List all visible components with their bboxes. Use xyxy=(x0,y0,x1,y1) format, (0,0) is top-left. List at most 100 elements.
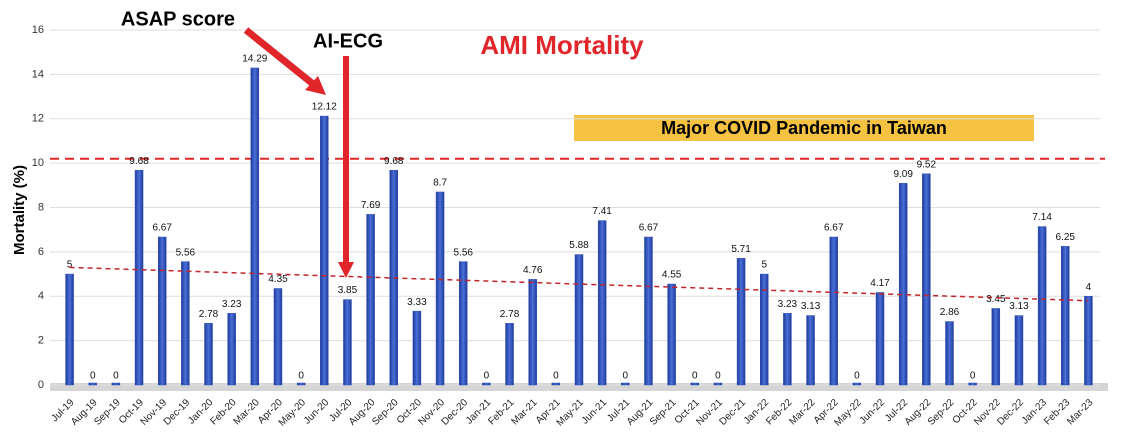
value-label: 9.68 xyxy=(129,156,149,167)
value-label: 8.7 xyxy=(433,178,447,189)
bar xyxy=(273,288,283,386)
value-label: 9.68 xyxy=(384,156,404,167)
value-label: 5.56 xyxy=(453,247,473,258)
annotation: ASAP score xyxy=(121,8,235,30)
value-label: 3.23 xyxy=(778,299,798,310)
bar xyxy=(713,382,723,386)
value-label: 5 xyxy=(67,260,73,271)
arrow-head xyxy=(338,262,354,278)
x-tick-label: Mar-22 xyxy=(787,397,817,427)
value-label: 0 xyxy=(113,371,119,382)
bar xyxy=(829,236,838,386)
bar xyxy=(366,214,375,386)
trend-line xyxy=(69,266,1089,302)
x-tick-label: Sep-21 xyxy=(648,397,679,428)
value-label: 4.35 xyxy=(268,274,288,285)
annotation-box xyxy=(574,115,1034,141)
y-tick-label: 0 xyxy=(38,379,44,391)
floor xyxy=(50,383,1108,391)
bar xyxy=(296,382,306,386)
value-label: 6.67 xyxy=(639,223,659,234)
value-label: 2.78 xyxy=(199,309,219,320)
x-tick-label: Sep-22 xyxy=(926,397,957,428)
bar xyxy=(65,273,74,386)
bar xyxy=(783,313,792,386)
bar xyxy=(922,173,931,386)
bar xyxy=(875,292,885,386)
bar xyxy=(181,261,190,386)
value-label: 0 xyxy=(692,371,698,382)
value-label: 9.09 xyxy=(893,169,913,180)
value-label: 3.23 xyxy=(222,299,242,310)
bar xyxy=(852,382,862,386)
value-label: 2.86 xyxy=(940,307,960,318)
value-label: 4 xyxy=(1086,282,1092,293)
bar xyxy=(736,258,746,386)
value-label: 4.76 xyxy=(523,265,543,276)
value-label: 6.25 xyxy=(1056,232,1076,243)
bar xyxy=(1037,226,1047,386)
value-label: 0 xyxy=(90,371,96,382)
bar xyxy=(227,313,236,386)
bar xyxy=(320,115,329,386)
value-label: 0 xyxy=(854,371,860,382)
value-label: 4.17 xyxy=(870,278,890,289)
value-label: 0 xyxy=(484,371,490,382)
bar xyxy=(991,308,1001,386)
bar xyxy=(343,299,352,386)
bar xyxy=(621,382,630,386)
bar xyxy=(505,323,514,386)
bar xyxy=(667,283,676,386)
bar xyxy=(458,261,468,386)
bar xyxy=(574,254,584,386)
x-tick-label: Dec-22 xyxy=(995,397,1026,428)
bar xyxy=(111,382,121,386)
bar xyxy=(482,382,491,386)
y-tick-label: 2 xyxy=(38,335,44,347)
bar xyxy=(597,220,607,386)
x-tick-label: Dec-19 xyxy=(162,397,193,428)
bar xyxy=(1084,296,1093,386)
arrow-head xyxy=(305,76,326,95)
bar xyxy=(134,169,144,386)
annotation: AI-ECG xyxy=(313,30,383,52)
chart-title: AMI Mortality xyxy=(480,30,644,60)
value-label: 7.41 xyxy=(592,206,612,217)
x-tick-label: Jun-22 xyxy=(858,397,888,427)
value-label: 5.71 xyxy=(731,244,751,255)
bar xyxy=(898,183,908,386)
bar xyxy=(551,382,561,386)
bar xyxy=(250,67,260,386)
value-label: 5 xyxy=(761,260,767,271)
x-tick-label: Dec-21 xyxy=(717,397,748,428)
bar xyxy=(644,236,653,386)
x-tick-label: Dec-20 xyxy=(440,397,471,428)
bar xyxy=(204,323,213,386)
value-label: 2.78 xyxy=(500,309,520,320)
x-tick-label: Mar-21 xyxy=(509,397,539,427)
bar xyxy=(1014,315,1024,386)
value-label: 9.52 xyxy=(917,159,937,170)
x-tick-label: Mar-20 xyxy=(232,397,262,427)
value-label: 5.88 xyxy=(569,240,589,251)
value-label: 0 xyxy=(553,371,559,382)
bar xyxy=(945,321,954,386)
annotation: Major COVID Pandemic in Taiwan xyxy=(661,118,947,138)
y-tick-label: 12 xyxy=(32,113,44,125)
bar xyxy=(88,382,97,386)
value-label: 12.12 xyxy=(312,102,337,113)
y-tick-label: 8 xyxy=(38,201,44,213)
value-label: 7.14 xyxy=(1032,212,1052,223)
value-label: 0 xyxy=(623,371,629,382)
x-tick-label: Jun-21 xyxy=(580,397,610,427)
bar xyxy=(806,315,815,386)
y-tick-label: 4 xyxy=(38,290,44,302)
y-tick-label: 16 xyxy=(32,24,44,36)
value-label: 3.13 xyxy=(1009,301,1029,312)
y-tick-label: 6 xyxy=(38,246,44,258)
arrow xyxy=(243,27,321,91)
value-label: 0 xyxy=(970,371,976,382)
bar xyxy=(435,191,445,386)
value-label: 3.33 xyxy=(407,297,427,308)
